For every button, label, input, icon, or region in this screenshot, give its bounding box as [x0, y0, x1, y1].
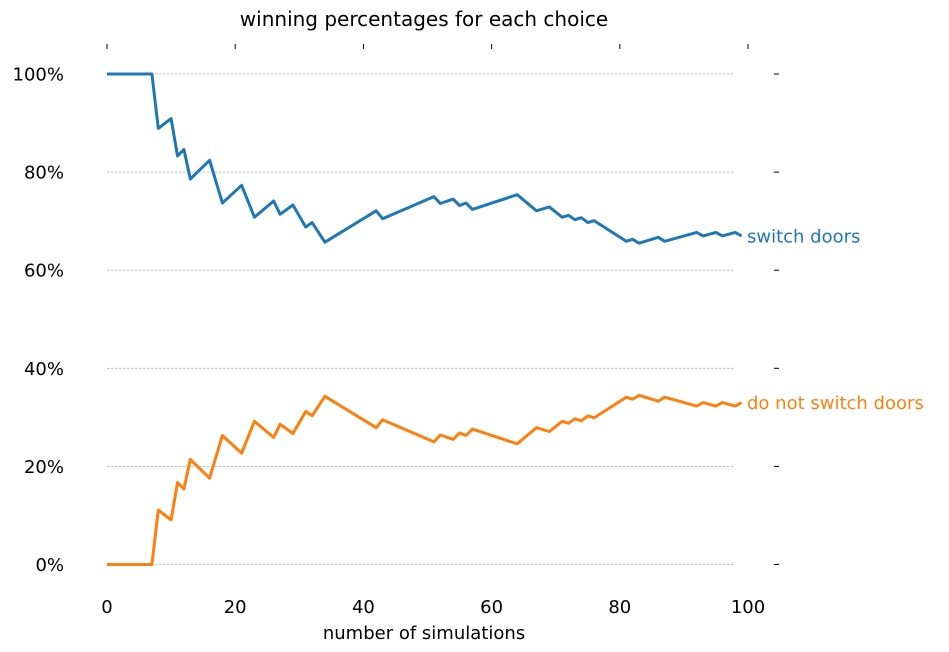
- series-line-switch-doors: [107, 72, 743, 245]
- series-layer: [107, 72, 743, 566]
- y-tick-label: 20%: [24, 457, 64, 478]
- x-tick-label: 0: [101, 597, 112, 618]
- series-line-do-not-switch-doors: [107, 393, 743, 566]
- y-tick-label: 100%: [13, 65, 64, 86]
- x-axis-title: number of simulations: [323, 623, 525, 644]
- x-tick-label: 80: [608, 597, 631, 618]
- x-tick-label: 100: [731, 597, 765, 618]
- x-tick-label: 60: [480, 597, 503, 618]
- y-tick-label: 40%: [24, 359, 64, 380]
- series-label-switch-doors: switch doors: [747, 226, 860, 247]
- series-label-do-not-switch-doors: do not switch doors: [747, 393, 924, 414]
- y-tick-label: 80%: [24, 163, 64, 184]
- y-tick-label: 60%: [24, 261, 64, 282]
- x-tick-label: 40: [352, 597, 375, 618]
- y-tick-label: 0%: [35, 555, 64, 576]
- x-tick-label: 20: [224, 597, 247, 618]
- series-labels: switch doors do not switch doors: [747, 226, 924, 414]
- grid-layer: [107, 73, 735, 565]
- chart-title: winning percentages for each choice: [240, 7, 608, 31]
- ticks-layer: 0% 20% 40% 60% 80% 100% 0 20 40 60 80 100: [13, 44, 779, 618]
